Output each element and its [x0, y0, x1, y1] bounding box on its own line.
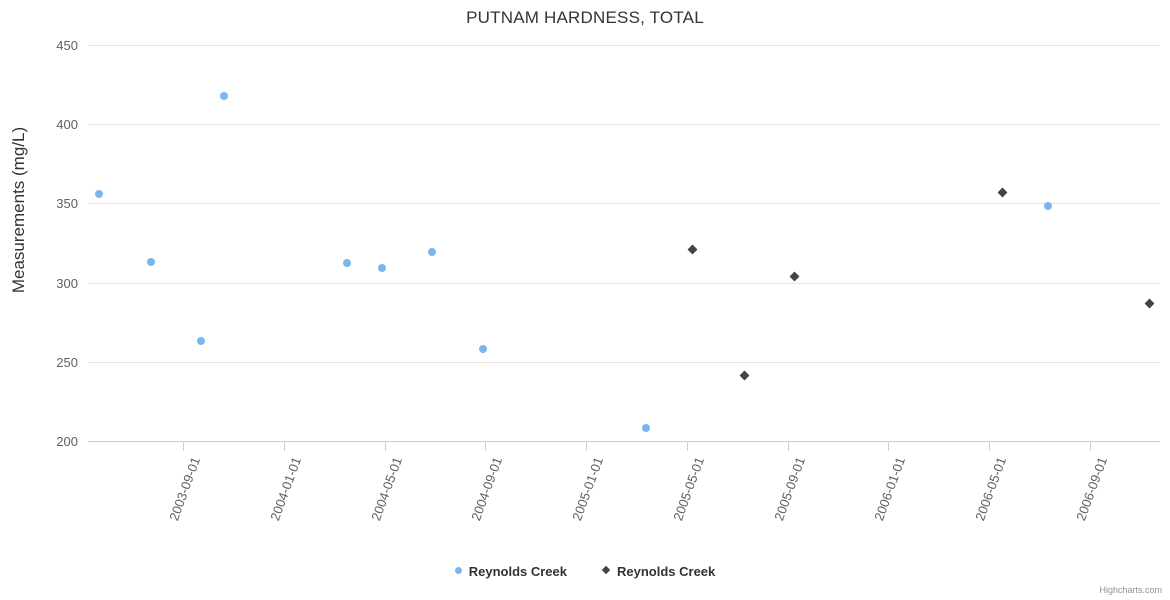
x-axis-tick: [183, 441, 184, 451]
x-axis-line: [88, 441, 1160, 442]
data-point[interactable]: [1044, 202, 1052, 210]
data-point[interactable]: [378, 264, 386, 272]
x-axis-tick: [284, 441, 285, 451]
legend-item[interactable]: Reynolds Creek: [601, 563, 716, 579]
y-axis-labels: 450 400 350 300 250 200: [0, 0, 78, 600]
y-axis-tick-label: 400: [56, 117, 78, 133]
y-axis-tick-label: 300: [56, 275, 78, 291]
gridline: [88, 45, 1160, 46]
data-point[interactable]: [739, 370, 749, 380]
y-axis-tick-label: 200: [56, 434, 78, 449]
y-axis-tick-label: 250: [56, 354, 78, 370]
legend-item-label: Reynolds Creek: [468, 563, 567, 579]
data-point[interactable]: [343, 259, 351, 267]
plot-area: [88, 45, 1160, 442]
data-point[interactable]: [428, 248, 436, 256]
legend-diamond-icon: [601, 565, 611, 575]
x-axis-tick: [888, 441, 889, 451]
x-axis-tick: [586, 441, 587, 451]
x-axis-tick: [989, 441, 990, 451]
x-axis-tick: [788, 441, 789, 451]
x-axis-tick: [485, 441, 486, 451]
chart-title: PUTNAM HARDNESS, TOTAL: [466, 8, 704, 27]
x-axis-tick: [687, 441, 688, 451]
data-point[interactable]: [687, 244, 697, 254]
gridline: [88, 203, 1160, 205]
y-axis-tick-label: 450: [56, 38, 78, 53]
data-point[interactable]: [642, 424, 650, 432]
data-point[interactable]: [147, 258, 155, 266]
legend-item-label: Reynolds Creek: [617, 563, 716, 579]
gridline: [88, 282, 1160, 284]
data-point[interactable]: [197, 337, 205, 345]
data-point[interactable]: [1144, 298, 1154, 308]
y-axis-tick-label: 350: [56, 196, 78, 212]
gridline: [88, 361, 1160, 363]
legend-circle-icon: [454, 566, 462, 574]
data-point[interactable]: [95, 190, 103, 198]
legend-item[interactable]: Reynolds Creek: [454, 563, 567, 579]
x-axis-tick: [385, 441, 386, 451]
data-point[interactable]: [997, 187, 1007, 197]
data-point[interactable]: [220, 92, 228, 100]
data-point[interactable]: [479, 345, 487, 353]
data-point[interactable]: [789, 271, 799, 281]
chart-legend: Reynolds Creek Reynolds Creek: [0, 562, 1170, 579]
x-axis-tick: [1090, 441, 1091, 451]
gridline: [88, 124, 1160, 126]
credits-label: Highcharts.com: [1099, 585, 1162, 595]
